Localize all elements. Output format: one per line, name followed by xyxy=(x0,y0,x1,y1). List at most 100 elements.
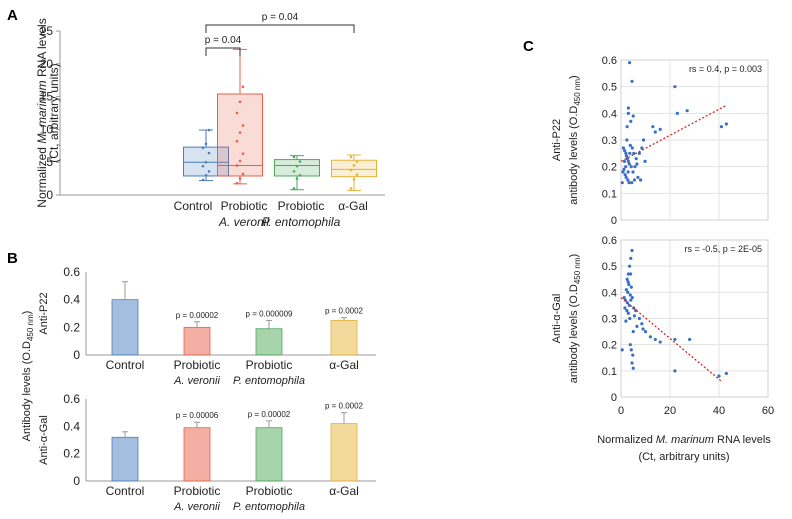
panel-b-p-value: p = 0.00002 xyxy=(248,410,291,419)
panel-c-data-point xyxy=(641,138,646,142)
panel-a-y-tick-label: 25 xyxy=(40,24,54,38)
panel-a-y-tick-label: 10 xyxy=(40,122,54,136)
panel-c-annotation: rs = 0.4, p = 0.003 xyxy=(689,64,762,74)
panel-a-data-point xyxy=(201,164,205,168)
panel-b-y-tick-label: 0.6 xyxy=(63,392,80,406)
panel-c-data-point xyxy=(631,329,635,334)
panel-c-y-label-main: antibody levels (O.D xyxy=(568,284,580,383)
panel-a-data-point xyxy=(207,170,211,173)
panel-c-data-point xyxy=(634,157,638,161)
panel-label-c: C xyxy=(523,38,534,55)
panel-b-y-label: Anti-P22 xyxy=(38,292,50,334)
panel-c-data-point xyxy=(625,125,629,129)
panel-a-data-point xyxy=(298,160,302,163)
panel-a-data-point xyxy=(241,85,245,89)
panel-c-data-point xyxy=(626,311,630,315)
panel-a-category-label: Control xyxy=(174,199,213,213)
panel-c-data-point xyxy=(719,125,724,129)
panel-a-category-label: Probiotic xyxy=(221,199,268,213)
panel-c-y-tick-label: 0.3 xyxy=(602,135,617,147)
panel-c-data-point xyxy=(633,165,637,169)
panel-b-p-value: p = 0.00006 xyxy=(176,411,219,420)
panel-b-y-label: Anti-α-Gal xyxy=(38,415,50,465)
panel-c-y-tick-label: 0.5 xyxy=(602,82,617,94)
panel-c-data-point xyxy=(688,337,692,342)
panel-c-data-point xyxy=(626,111,630,115)
panel-c-data-point xyxy=(629,165,633,169)
panel-c-data-point xyxy=(632,314,637,318)
panel-c-data-point xyxy=(622,159,627,163)
panel-c-y-label-end: ) xyxy=(568,75,580,79)
panel-b-category-sublabel: P. entomophila xyxy=(233,501,305,513)
panel-b-category-label: Control xyxy=(106,358,145,372)
panel-c-data-point xyxy=(628,151,632,155)
panel-c-x-label-line1-part2: M. marinum xyxy=(656,434,714,446)
panel-c-data-point xyxy=(658,127,662,131)
panel-a-data-point xyxy=(207,128,211,132)
panel-b-group-y-label-sub: 450 nm xyxy=(26,314,35,341)
panel-c-data-point xyxy=(626,290,630,294)
panel-a-data-point xyxy=(235,164,239,167)
panel-a-data-point xyxy=(349,155,353,159)
panel-a-category-sublabel: P. entomophila xyxy=(262,215,341,229)
panel-b-bar xyxy=(255,427,283,482)
panel-c-data-point xyxy=(621,170,625,174)
panel-c-data-point xyxy=(623,173,627,177)
panel-a-data-point xyxy=(201,178,205,182)
panel-a-significance-label: p = 0.04 xyxy=(205,35,242,46)
panel-c-data-point xyxy=(675,111,679,115)
panel-c-data-point xyxy=(625,309,629,313)
panel-c-data-point xyxy=(685,109,689,113)
panel-c-data-point xyxy=(627,61,632,65)
panel-a-data-point xyxy=(292,187,296,190)
panel-c-data-point xyxy=(620,181,624,185)
panel-c-data-point xyxy=(634,309,638,313)
panel-c-data-point xyxy=(640,146,644,150)
panel-c-data-point xyxy=(627,282,631,287)
panel-c-data-point xyxy=(641,327,645,331)
panel-c-data-point xyxy=(629,285,633,289)
panel-c-y-tick-label: 0.6 xyxy=(602,55,617,67)
panel-c-data-point xyxy=(635,324,639,328)
panel-a-y-tick-label: 15 xyxy=(40,90,54,104)
panel-c-x-tick-label: 60 xyxy=(762,405,774,417)
panel-a-box xyxy=(217,93,263,177)
panel-a-data-point xyxy=(201,146,205,150)
panel-c-data-point xyxy=(635,162,639,166)
panel-c-y-tick-label: 0.1 xyxy=(602,188,617,200)
panel-a-data-point xyxy=(352,177,356,181)
panel-c-data-point xyxy=(624,319,628,323)
panel-c-y-label-main: antibody levels (O.D xyxy=(568,106,580,205)
panel-c-trend-line xyxy=(620,297,722,382)
panel-b-y-tick-label: 0 xyxy=(73,474,80,488)
panel-c-data-point xyxy=(629,298,633,302)
panel-a-data-point xyxy=(238,159,242,163)
panel-a-data-point xyxy=(238,131,242,134)
panel-b-category-label: α-Gal xyxy=(329,484,359,498)
panel-c-data-point xyxy=(636,175,640,179)
panel-c-data-point xyxy=(637,316,641,321)
panel-a-box xyxy=(274,159,320,177)
panel-b-y-tick-label: 0.4 xyxy=(63,293,80,307)
panel-c-data-point xyxy=(643,329,648,334)
panel-c-data-point xyxy=(623,306,627,310)
panel-b-y-tick-label: 0.2 xyxy=(63,320,80,334)
panel-c-data-point xyxy=(623,149,627,153)
panel-a-data-point xyxy=(355,173,359,176)
panel-c-data-point xyxy=(639,178,643,182)
panel-a-data-point xyxy=(355,160,359,163)
panel-a-data-point xyxy=(235,111,239,115)
panel-a-y-tick-label: 5 xyxy=(46,155,53,169)
panel-a-data-point xyxy=(241,152,245,155)
panel-a-data-point xyxy=(292,155,296,159)
panel-c-data-point xyxy=(624,288,628,292)
panel-a-box xyxy=(331,159,377,178)
panel-b-y-tick-label: 0.6 xyxy=(63,265,80,279)
panel-c-data-point xyxy=(630,181,634,185)
panel-a-data-point xyxy=(298,174,302,177)
panel-c-data-point xyxy=(630,248,634,253)
panel-c-data-point xyxy=(621,146,626,150)
panel-c-data-point xyxy=(631,114,635,118)
panel-b-bar xyxy=(330,320,358,356)
